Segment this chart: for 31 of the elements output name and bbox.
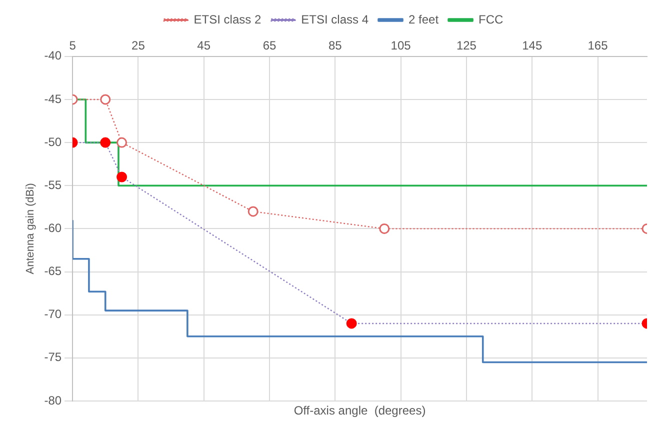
y-tick-label: -75 (44, 350, 62, 364)
x-tick-label: 85 (328, 38, 342, 53)
y-tick-label: -60 (44, 221, 62, 236)
point (248, 206, 258, 217)
x-tick-label: 5 (69, 38, 76, 53)
point (116, 137, 128, 148)
x-tick-label: 105 (390, 38, 412, 53)
point (100, 137, 111, 148)
x-tick-label: 125 (456, 38, 477, 53)
point (346, 318, 357, 329)
x-axis-title: Off-axis angle (degrees) (294, 403, 426, 418)
x-tick-label: 25 (132, 38, 146, 53)
y-tick-label: -80 (44, 393, 62, 408)
y-tick-label: -70 (44, 307, 62, 322)
y-tick-label: -40 (44, 48, 62, 63)
x-tick-label: 145 (522, 38, 542, 53)
x-tick-label: 65 (262, 38, 276, 53)
point (100, 94, 111, 105)
legend-label: ETSI class 2 (194, 12, 262, 26)
y-tick-label: -65 (44, 264, 62, 278)
legend-label: ETSI class 4 (301, 12, 369, 26)
y-tick-label: -55 (44, 178, 62, 192)
y-tick-label: -50 (44, 134, 62, 149)
legend-label: FCC (478, 12, 504, 26)
y-axis-title: Antenna gain (dBi) (24, 183, 37, 274)
point (379, 223, 390, 234)
x-tick-label: 165 (588, 38, 608, 53)
y-tick-label: -45 (44, 92, 62, 106)
x-tick-label: 45 (197, 38, 211, 53)
point (116, 172, 128, 182)
legend-label: 2 feet (408, 12, 440, 26)
